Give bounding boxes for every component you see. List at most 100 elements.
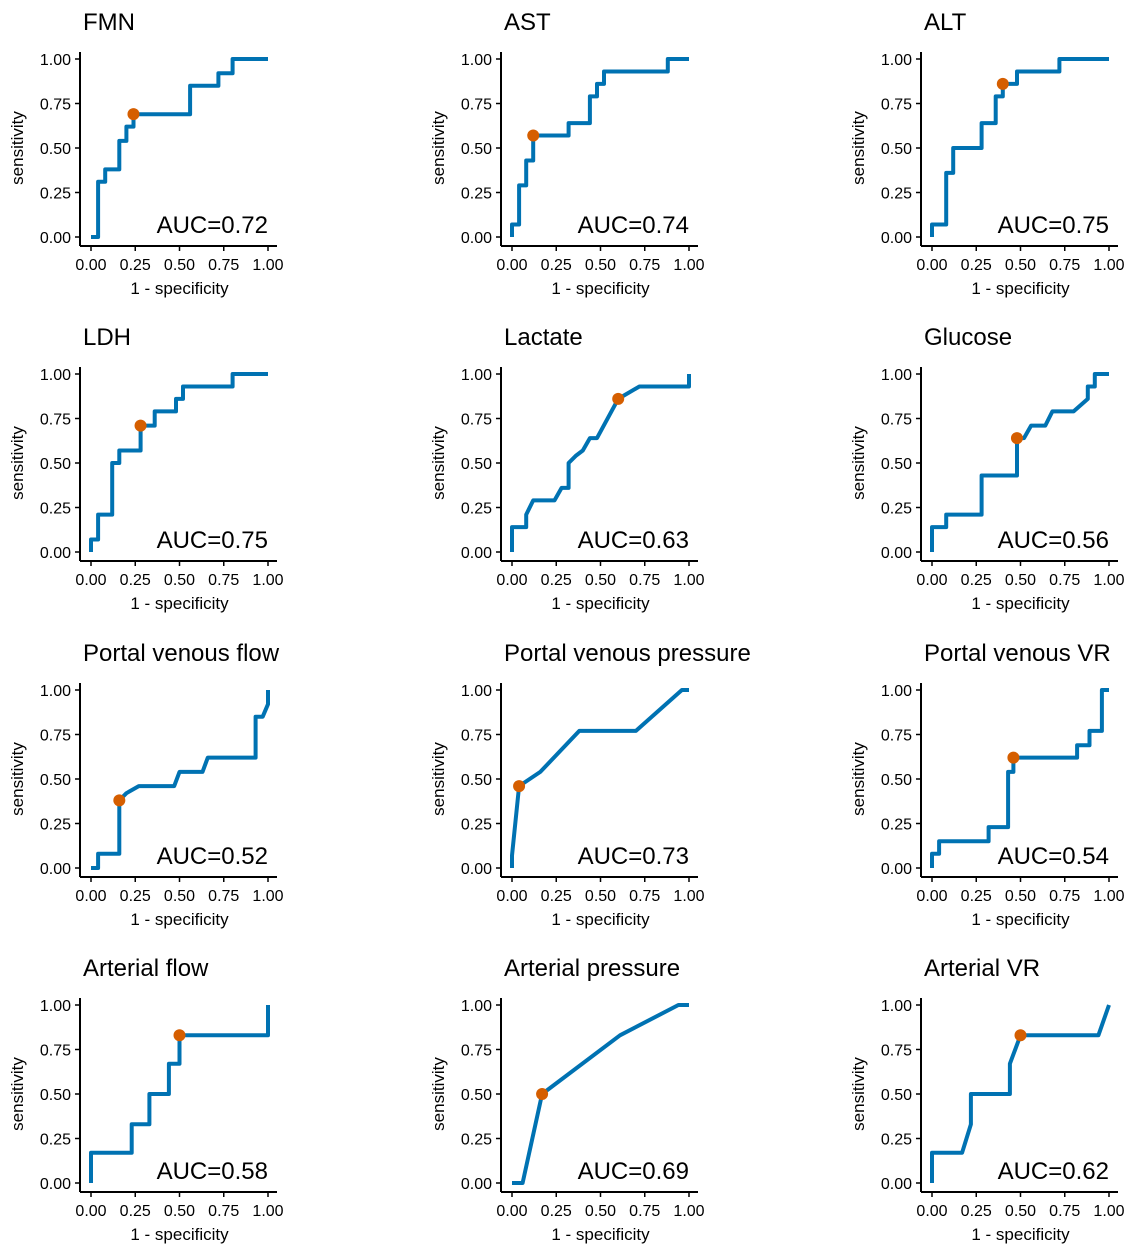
y-axis-title: sensitivity [8,1057,27,1131]
y-tick-label: 0.75 [40,1043,71,1060]
y-tick-label: 0.25 [881,817,912,834]
roc-curve [91,690,270,870]
x-tick-label: 1.00 [673,572,704,589]
y-tick-label: 0.50 [881,141,912,158]
x-tick-label: 1.00 [1093,1203,1124,1220]
y-axis-title: sensitivity [849,111,868,185]
roc-panel: Lactate 0.00 0.25 0.50 0.75 1.00 0.00 0.25 0.50 0… [429,324,705,613]
y-tick-label: 0.00 [40,861,71,878]
x-tick-label: 0.50 [164,572,195,589]
x-tick-label: 0.00 [496,888,527,905]
x-tick-label: 0.25 [120,1203,151,1220]
x-axis-title: 1 - specificity [551,1225,650,1244]
x-tick-label: 0.75 [1049,888,1080,905]
x-tick-label: 0.25 [120,572,151,589]
roc-curve [89,1005,270,1183]
optimal-cutoff-point [113,794,126,807]
y-tick-label: 0.50 [40,1087,71,1104]
y-tick-label: 1.00 [461,367,492,384]
roc-panel: Portal venous flow 0.00 0.25 0.50 0.75 1.00 0.… [8,640,284,929]
x-tick-label: 0.00 [916,888,947,905]
x-tick-label: 1.00 [252,572,283,589]
x-tick-label: 0.00 [496,572,527,589]
panel-title: Arterial VR [924,955,1040,982]
roc-panel: Portal venous pressure 0.00 0.25 0.50 0.75 1.… [429,640,751,929]
y-tick-label: 0.50 [881,772,912,789]
auc-label: AUC=0.75 [998,212,1109,239]
optimal-cutoff-point [527,129,540,142]
x-axis-title: 1 - specificity [130,1225,229,1244]
roc-panel: AST 0.00 0.25 0.50 0.75 1.00 0.00 0.25 0.50 0.75 1… [429,9,705,298]
x-tick-label: 1.00 [673,257,704,274]
y-tick-label: 0.25 [40,501,71,518]
x-tick-label: 0.25 [541,572,572,589]
y-tick-label: 0.25 [461,501,492,518]
y-tick-label: 0.75 [881,1043,912,1060]
x-tick-label: 0.75 [208,572,239,589]
x-tick-label: 0.25 [541,888,572,905]
panel-title: Portal venous pressure [504,640,751,667]
y-tick-label: 0.50 [40,456,71,473]
x-tick-label: 0.50 [585,888,616,905]
optimal-cutoff-point [536,1088,549,1100]
x-tick-label: 0.00 [496,1203,527,1220]
panel-title: Arterial pressure [504,955,680,982]
x-tick-label: 0.75 [1049,1203,1080,1220]
x-tick-label: 0.75 [629,888,660,905]
roc-curve [91,57,268,239]
y-tick-label: 0.00 [881,230,912,247]
x-tick-label: 0.75 [1049,572,1080,589]
y-tick-label: 0.00 [881,1176,912,1193]
y-tick-label: 0.75 [40,97,71,114]
roc-panel: FMN 0.00 0.25 0.50 0.75 1.00 0.00 0.25 0.50 0.75 1… [8,9,284,298]
auc-label: AUC=0.63 [578,527,689,554]
y-tick-label: 1.00 [40,683,71,700]
x-tick-label: 0.00 [496,257,527,274]
panel-title: AST [504,9,551,36]
y-tick-label: 0.75 [461,728,492,745]
y-tick-label: 0.50 [40,772,71,789]
panel-title: FMN [83,9,135,36]
auc-label: AUC=0.52 [157,843,268,870]
x-tick-label: 0.75 [1049,257,1080,274]
y-axis-title: sensitivity [849,1057,868,1131]
x-tick-label: 0.25 [961,888,992,905]
y-axis-title: sensitivity [429,1057,448,1131]
y-tick-label: 0.75 [881,728,912,745]
roc-panel: Arterial VR 0.00 0.25 0.50 0.75 1.00 0.00 0.25 0… [849,955,1125,1244]
roc-curve [930,57,1109,237]
y-tick-label: 0.75 [881,97,912,114]
x-axis-title: 1 - specificity [971,910,1070,929]
x-tick-label: 0.00 [75,888,106,905]
y-tick-label: 0.50 [40,141,71,158]
x-tick-label: 0.75 [629,1203,660,1220]
auc-label: AUC=0.74 [578,212,689,239]
y-tick-label: 0.00 [40,545,71,562]
x-tick-label: 0.25 [961,257,992,274]
x-tick-label: 0.00 [916,1203,947,1220]
x-tick-label: 0.50 [1005,572,1036,589]
panel-title: LDH [83,324,131,351]
x-axis-title: 1 - specificity [551,910,650,929]
roc-curve [510,57,689,237]
y-tick-label: 1.00 [881,998,912,1015]
x-tick-label: 0.00 [75,257,106,274]
y-tick-label: 0.75 [461,412,492,429]
x-tick-label: 1.00 [1093,572,1124,589]
y-tick-label: 1.00 [40,367,71,384]
x-tick-label: 0.25 [541,257,572,274]
y-tick-label: 0.00 [40,230,71,247]
x-tick-label: 1.00 [252,257,283,274]
roc-panel: Arterial pressure 0.00 0.25 0.50 0.75 1.00 0.0… [429,955,705,1244]
optimal-cutoff-point [513,780,526,793]
x-tick-label: 1.00 [1093,888,1124,905]
panel-title: Glucose [924,324,1012,351]
y-tick-label: 1.00 [461,998,492,1015]
x-axis-title: 1 - specificity [130,910,229,929]
auc-label: AUC=0.72 [157,212,268,239]
x-tick-label: 0.50 [164,888,195,905]
auc-label: AUC=0.54 [998,843,1109,870]
y-tick-label: 0.25 [461,1132,492,1149]
y-tick-label: 0.00 [461,545,492,562]
